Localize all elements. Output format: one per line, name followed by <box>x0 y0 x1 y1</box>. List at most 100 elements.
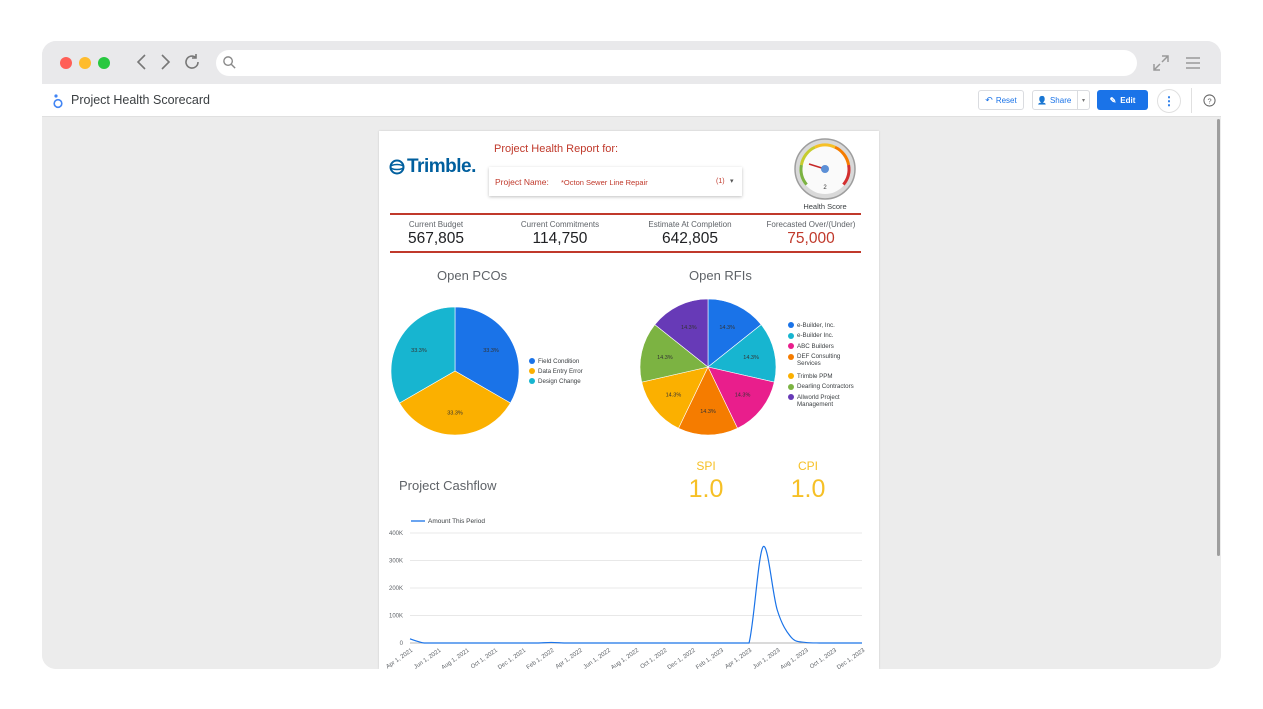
pco-legend-label: Data Entry Error <box>538 367 583 375</box>
pco-slice[interactable] <box>399 370 511 436</box>
filter-count: (1) <box>716 178 725 185</box>
rfi-slice-label: 14.3% <box>657 355 673 361</box>
trimble-globe-icon <box>389 159 405 175</box>
open-rfis-pie-chart: 14.3% 14.3% 14.3% 14.3% 14.3% 14.3% 14.3% <box>639 298 777 436</box>
rfi-slice[interactable] <box>641 366 709 429</box>
x-tick-label: Jun 1, 2023 <box>752 647 782 669</box>
x-tick-label: Oct 1, 2022 <box>640 647 669 669</box>
back-icon[interactable] <box>132 52 152 72</box>
y-tick-label: 400K <box>389 531 403 537</box>
rfi-slice[interactable] <box>678 366 738 436</box>
rfi-slice-label: 14.3% <box>681 325 697 331</box>
close-window-dot[interactable] <box>60 57 72 69</box>
rfi-legend-label: Dearling Contractors <box>797 383 854 390</box>
forecasted-over-under-label: Forecasted Over/(Under) <box>766 220 856 229</box>
search-icon <box>223 56 236 69</box>
dropdown-arrow-icon: ▾ <box>730 178 734 185</box>
pco-legend-label: Field Condition <box>538 357 580 365</box>
x-tick-label: Apr 1, 2023 <box>724 647 753 669</box>
rfi-slice-label: 14.3% <box>743 355 759 361</box>
trimble-logo: Trimble. <box>389 156 476 178</box>
cashflow-series-line[interactable] <box>409 546 862 644</box>
forward-icon[interactable] <box>155 52 175 72</box>
open-rfis-title: Open RFIs <box>689 268 752 283</box>
y-tick-label: 0 <box>400 641 404 647</box>
pencil-icon: ✎ <box>1109 95 1117 105</box>
x-tick-label: Apr 1, 2022 <box>555 647 584 669</box>
pco-legend-swatch <box>529 378 535 384</box>
rfi-slice-label: 14.3% <box>719 325 735 331</box>
cpi-value: 1.0 <box>790 475 826 503</box>
health-score-label: Health Score <box>803 202 847 211</box>
cashflow-legend-label: Amount This Period <box>428 518 485 525</box>
rfi-legend-swatch <box>788 373 794 379</box>
rfi-slice[interactable] <box>707 298 762 368</box>
rfi-slice[interactable] <box>707 366 775 429</box>
rfi-legend-swatch <box>788 383 794 390</box>
rfi-slice-label: 14.3% <box>666 393 682 399</box>
project-cashflow-title: Project Cashflow <box>399 478 497 493</box>
rfi-slice[interactable] <box>707 324 777 383</box>
forecasted-over-under-value: 75,000 <box>787 230 835 247</box>
x-tick-label: Oct 1, 2021 <box>470 647 499 669</box>
reset-button-label: Reset <box>995 95 1017 105</box>
filter-value: *Octon Sewer Line Repair <box>561 178 648 187</box>
spi-label: SPI <box>696 459 716 473</box>
maximize-window-dot[interactable] <box>98 57 110 69</box>
add-person-icon: 👤 <box>1037 95 1047 105</box>
share-dropdown-icon[interactable]: ▾ <box>1077 91 1089 109</box>
kpi-top-rule <box>390 213 861 215</box>
pco-legend-label: Design Change <box>538 377 581 385</box>
reset-button[interactable]: ↶ Reset <box>978 90 1024 110</box>
x-tick-label: Dec 1, 2022 <box>667 647 697 669</box>
x-tick-label: Jun 1, 2021 <box>413 647 443 669</box>
project-name-filter[interactable]: Project Name: *Octon Sewer Line Repair (… <box>489 167 742 196</box>
x-tick-label: Jun 1, 2022 <box>583 647 613 669</box>
open-pcos-pie-chart: 33.3% 33.3% 33.3% <box>390 306 520 436</box>
pco-legend-swatch <box>529 368 535 374</box>
report-canvas: Trimble. Project Health Report for: Proj… <box>42 118 1221 669</box>
x-tick-label: Aug 1, 2022 <box>610 647 640 669</box>
help-icon[interactable]: ? <box>1203 94 1216 107</box>
rfi-slice-label: 14.3% <box>735 393 751 399</box>
app-header: Project Health Scorecard ↶ Reset 👤 Share ▾… <box>42 84 1221 117</box>
rfi-legend-swatch <box>788 353 794 360</box>
spi-value: 1.0 <box>688 475 724 503</box>
fullscreen-icon[interactable] <box>1151 53 1171 73</box>
menu-icon[interactable] <box>1183 53 1203 73</box>
rfi-slice[interactable] <box>639 324 709 383</box>
report-title: Project Health Scorecard <box>71 93 210 107</box>
rfi-legend-label: Allworld Project Management <box>797 393 840 408</box>
rfi-legend-label: DEF Consulting Services <box>797 353 841 367</box>
y-tick-label: 200K <box>389 586 403 592</box>
rfi-legend-label: Trimble PPM <box>797 372 833 380</box>
pco-slice[interactable] <box>390 306 456 404</box>
pco-slice[interactable] <box>454 306 520 404</box>
pco-slice-label: 33.3% <box>411 348 427 354</box>
more-options-icon[interactable]: ⋮ <box>1157 89 1181 113</box>
filter-label: Project Name: <box>495 177 549 187</box>
x-tick-label: Dec 1, 2023 <box>836 647 866 669</box>
x-tick-label: Apr 1, 2021 <box>385 647 414 669</box>
rfi-legend-label: e-Builder Inc. <box>797 332 834 339</box>
rfi-legend-label: e-Builder, Inc. <box>797 321 835 329</box>
report-page: Trimble. Project Health Report for: Proj… <box>379 131 879 669</box>
cpi-label: CPI <box>797 459 818 473</box>
rfi-legend-label: ABC Builders <box>797 342 834 350</box>
current-budget-label: Current Budget <box>408 220 464 229</box>
rfi-legend-swatch <box>788 322 794 328</box>
edit-button[interactable]: ✎ Edit <box>1097 90 1148 110</box>
share-button[interactable]: 👤 Share ▾ <box>1032 90 1090 110</box>
reload-icon[interactable] <box>182 52 202 72</box>
header-divider <box>1191 88 1192 113</box>
pco-slice-label: 33.3% <box>483 348 499 354</box>
x-tick-label: Oct 1, 2023 <box>809 647 838 669</box>
browser-toolbar <box>42 41 1221 84</box>
open-pcos-title: Open PCOs <box>437 268 508 283</box>
vertical-scrollbar[interactable] <box>1217 119 1220 556</box>
minimize-window-dot[interactable] <box>79 57 91 69</box>
rfi-slice[interactable] <box>654 298 709 368</box>
address-bar[interactable] <box>216 50 1137 76</box>
x-tick-label: Aug 1, 2023 <box>780 647 810 669</box>
pco-legend-swatch <box>529 358 535 364</box>
